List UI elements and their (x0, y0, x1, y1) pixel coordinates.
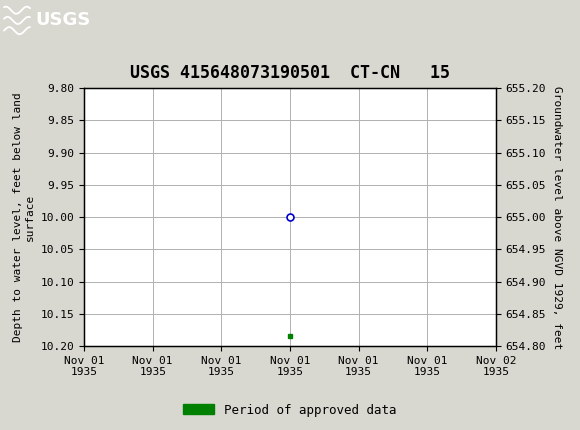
Y-axis label: Depth to water level, feet below land
surface: Depth to water level, feet below land su… (13, 92, 35, 342)
Legend: Period of approved data: Period of approved data (178, 399, 402, 421)
Y-axis label: Groundwater level above NGVD 1929, feet: Groundwater level above NGVD 1929, feet (552, 86, 561, 349)
Text: USGS: USGS (35, 12, 90, 29)
Text: USGS 415648073190501  CT-CN   15: USGS 415648073190501 CT-CN 15 (130, 64, 450, 82)
